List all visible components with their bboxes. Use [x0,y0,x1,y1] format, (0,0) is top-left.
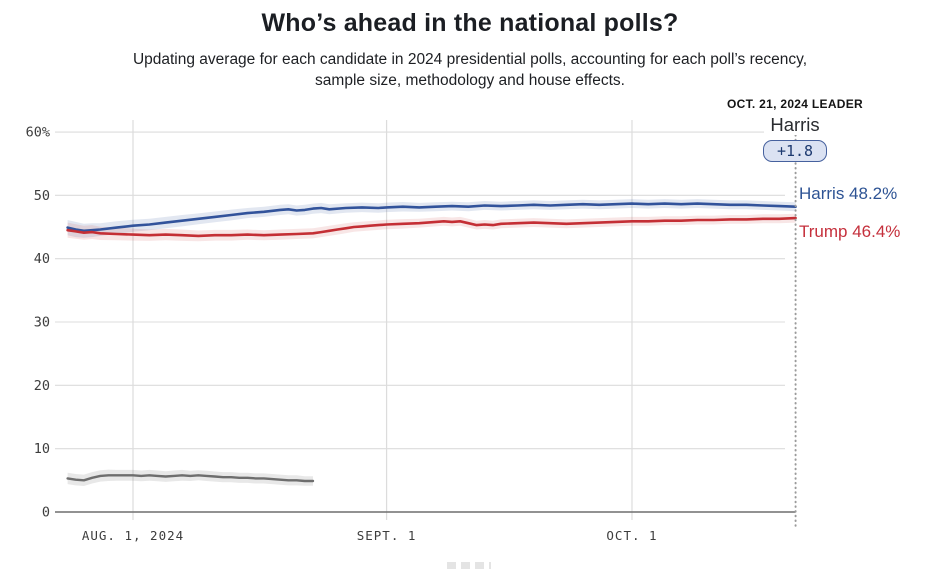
subtitle-line-1: Updating average for each candidate in 2… [132,51,808,68]
x-tick-label: OCT. 1 [606,528,657,543]
y-tick-label: 50 [34,188,50,204]
y-tick-label: 20 [34,378,50,394]
leader-block: OCT. 21, 2024 LEADER Harris +1.8 [663,97,927,162]
gray-line [66,474,315,483]
harris-end-label: Harris 48.2% [799,184,898,203]
x-tick-label: AUG. 1, 2024 [82,528,184,543]
harris-line [66,202,797,233]
y-tick-label: 30 [34,315,50,331]
clipped-text-artifact [447,562,491,569]
leader-date-label: OCT. 21, 2024 LEADER [726,97,864,111]
y-tick-label: 40 [34,251,50,267]
x-tick-label: SEPT. 1 [357,528,417,543]
leader-margin-badge: +1.8 [762,140,828,162]
harris-band [67,199,796,238]
leader-name: Harris [663,114,927,136]
page-title: Who’s ahead in the national polls? [261,9,679,37]
y-tick-label: 10 [34,441,50,457]
y-tick-label: 0 [42,505,50,521]
trump-line [66,216,797,238]
y-tick-label: 60% [26,125,50,141]
gray-band [67,469,313,486]
subtitle-line-2: sample size, methodology and house effec… [315,72,625,89]
trump-end-label: Trump 46.4% [799,222,901,241]
